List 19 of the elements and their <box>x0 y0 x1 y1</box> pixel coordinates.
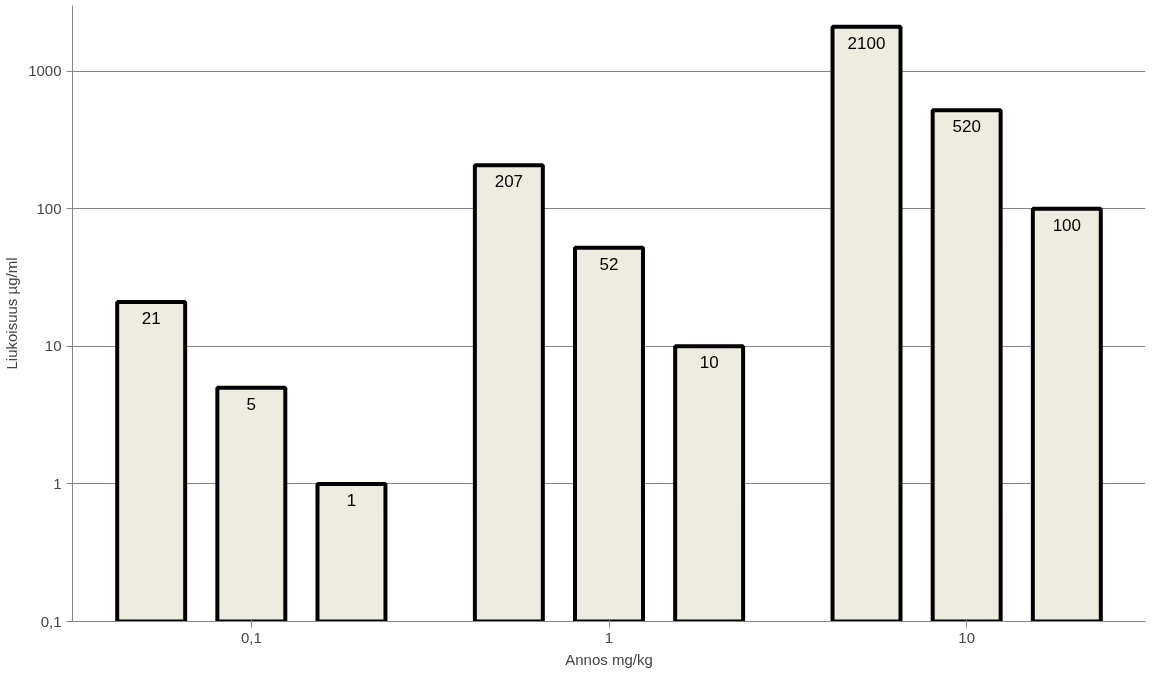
data-label: 21 <box>141 308 161 328</box>
x-tick-label: 1 <box>604 628 614 646</box>
y-tick-label: 1000 <box>28 62 62 80</box>
data-label: 5 <box>246 394 257 414</box>
data-label: 100 <box>1052 215 1082 235</box>
y-tick-label: 1 <box>53 474 62 492</box>
data-label: 207 <box>494 172 524 192</box>
data-label: 1 <box>346 490 357 510</box>
data-label: 520 <box>952 117 981 137</box>
x-tick-label: 10 <box>958 628 976 646</box>
data-label: 52 <box>599 254 619 274</box>
y-tick-label: 100 <box>36 199 62 217</box>
data-label: 10 <box>699 353 719 373</box>
x-tick-label: 0,1 <box>240 628 262 646</box>
y-axis-title: Liukoisuus µg/ml <box>3 257 21 370</box>
data-label: 2100 <box>847 33 886 53</box>
y-tick-label: 0,1 <box>40 612 62 630</box>
x-axis-title: Annos mg/kg <box>565 650 653 668</box>
y-tick-label: 10 <box>44 337 62 355</box>
